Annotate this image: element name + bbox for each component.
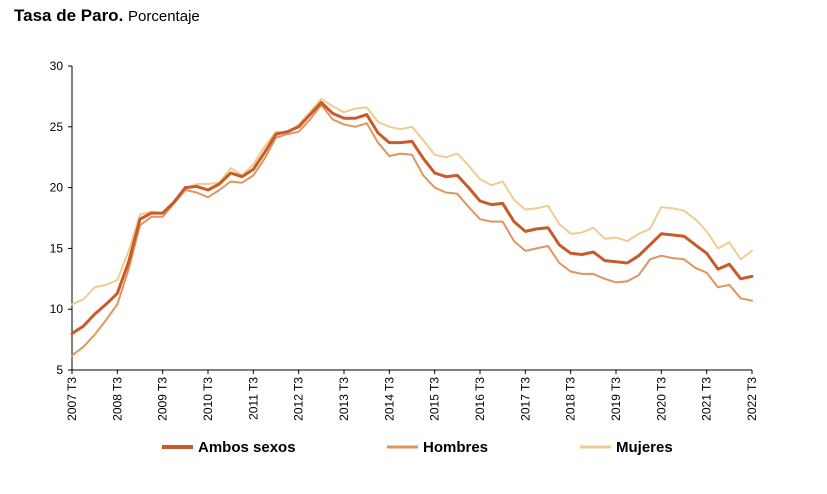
x-tick-label: 2014 T3	[382, 377, 396, 421]
x-tick-label: 2021 T3	[700, 377, 714, 421]
chart-series	[70, 97, 754, 357]
x-tick-label: 2011 T3	[246, 377, 260, 420]
series-line-ambos-sexos	[70, 101, 754, 335]
chart-title: Tasa de Paro. Porcentaje	[14, 6, 200, 26]
x-tick-label: 2015 T3	[428, 377, 442, 421]
x-tick-label: 2022 T3	[745, 377, 759, 421]
legend-label: Mujeres	[616, 439, 673, 456]
y-tick-label: 30	[50, 59, 64, 73]
x-tick-label: 2010 T3	[201, 377, 215, 421]
x-tick-label: 2012 T3	[292, 377, 306, 421]
chart-legend: Ambos sexos Hombres Mujeres	[162, 439, 673, 456]
y-tick-label: 20	[50, 181, 64, 195]
x-tick-label: 2020 T3	[654, 377, 668, 421]
y-tick-label: 10	[50, 302, 64, 316]
x-tick-label: 2013 T3	[337, 377, 351, 421]
y-tick-label: 15	[50, 241, 64, 255]
y-tick-label: 5	[56, 363, 63, 377]
legend-label: Ambos sexos	[198, 439, 296, 456]
x-tick-label: 2008 T3	[110, 377, 124, 421]
x-tick-label: 2017 T3	[518, 377, 532, 421]
x-tick-label: 2009 T3	[156, 377, 170, 421]
y-tick-label: 25	[50, 120, 64, 134]
x-tick-label: 2016 T3	[473, 377, 487, 421]
chart-title-main: Tasa de Paro.	[14, 6, 124, 25]
chart-subtitle: Porcentaje	[128, 8, 200, 25]
x-tick-label: 2007 T3	[65, 377, 79, 421]
legend-label: Hombres	[423, 439, 488, 456]
x-tick-label: 2019 T3	[609, 377, 623, 421]
x-tick-label: 2018 T3	[564, 377, 578, 421]
chart-axes: 5 10 15 20 25 30 2007 T3 2008 T3 2009 T3 2010 T3 2…	[50, 59, 759, 421]
